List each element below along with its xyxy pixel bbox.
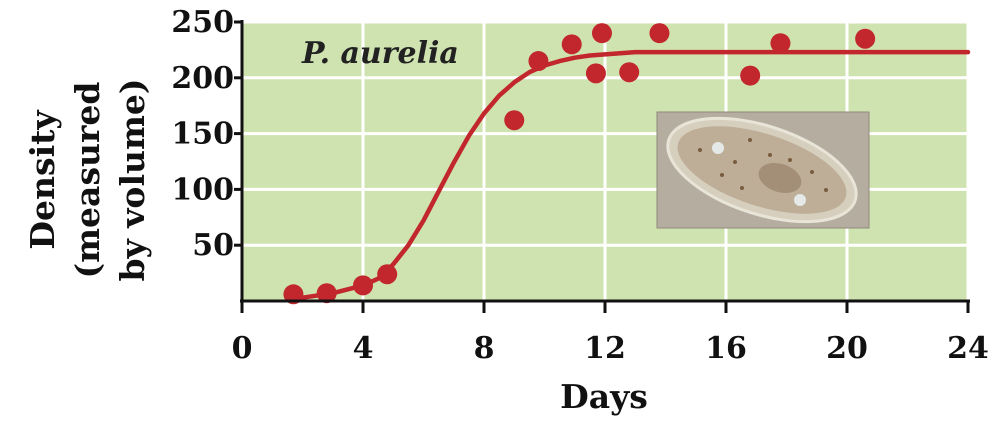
y-axis-title-line-2: (measured xyxy=(68,82,107,279)
axes xyxy=(234,20,970,313)
y-tick-label: 150 xyxy=(171,117,234,152)
data-point xyxy=(770,33,791,54)
data-point xyxy=(353,275,373,296)
data-point xyxy=(619,62,640,83)
x-tick-label: 12 xyxy=(584,331,626,366)
data-point xyxy=(740,65,761,86)
x-tick-label: 20 xyxy=(826,331,868,366)
gridlines xyxy=(242,20,970,301)
data-points xyxy=(283,23,876,305)
y-tick-label: 100 xyxy=(171,172,234,207)
y-tick-label: 250 xyxy=(171,5,234,40)
x-tick-label: 16 xyxy=(705,331,747,366)
x-tick-label: 24 xyxy=(947,331,988,366)
x-tick-label: 8 xyxy=(474,331,495,366)
data-point xyxy=(316,283,337,304)
data-point xyxy=(585,63,606,84)
y-tick-labels: 50 100 150 200 250 xyxy=(171,5,234,263)
y-tick-label: 50 xyxy=(192,228,234,263)
x-tick-label: 4 xyxy=(353,331,374,366)
y-tick-label: 200 xyxy=(171,61,234,96)
x-tick-label: 0 xyxy=(232,331,253,366)
data-point xyxy=(855,28,876,49)
y-axis-title: Density (measured by volume) xyxy=(23,79,152,282)
y-axis-title-line-1: Density xyxy=(23,110,62,250)
x-axis-title: Days xyxy=(560,377,648,416)
data-point xyxy=(283,284,304,305)
data-point xyxy=(504,110,525,131)
data-point xyxy=(649,23,670,44)
paramecium-photo xyxy=(656,111,870,229)
data-point xyxy=(591,23,612,44)
data-point xyxy=(528,51,549,72)
data-point xyxy=(561,34,582,55)
y-axis-title-line-3: by volume) xyxy=(113,79,152,282)
data-point xyxy=(377,264,398,285)
x-tick-labels: 0 4 8 12 16 20 24 xyxy=(232,331,988,366)
species-annotation: P. aurelia xyxy=(301,36,459,71)
